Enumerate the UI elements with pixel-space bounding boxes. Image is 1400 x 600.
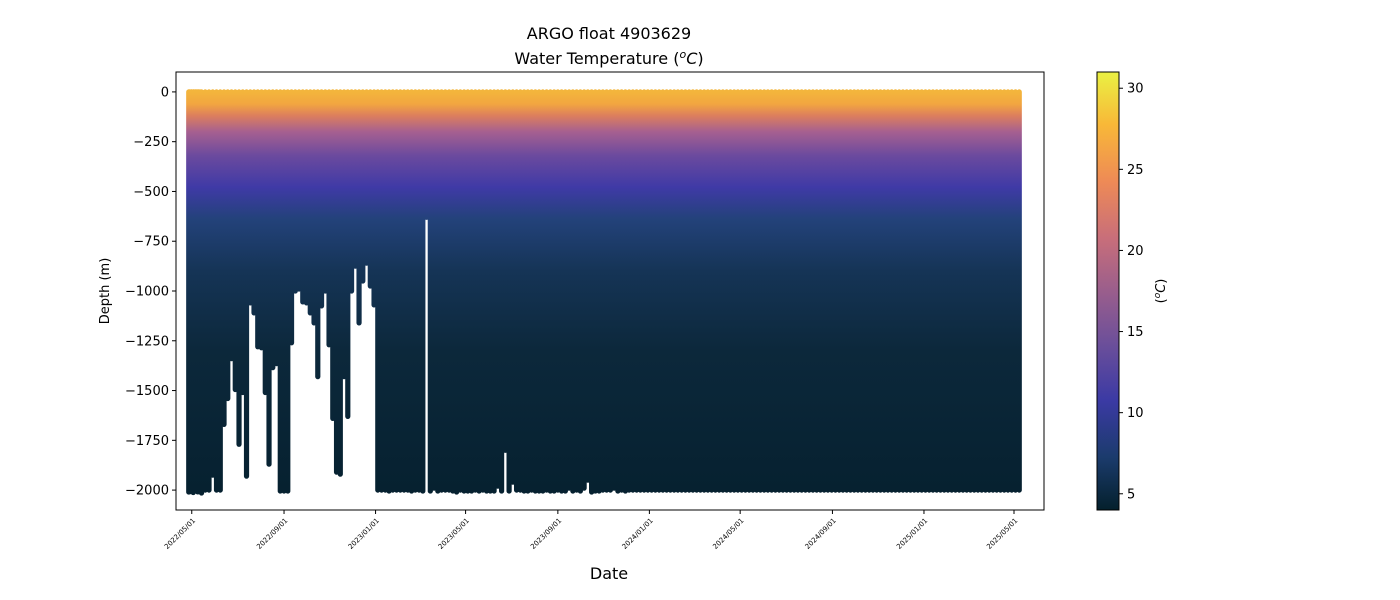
colorbar-tick-label: 20 [1127, 244, 1144, 259]
subtitle-degree: o [679, 48, 686, 61]
colorbar-label: (oC) [1153, 279, 1169, 304]
colorbar-tick-label: 15 [1127, 325, 1144, 340]
x-tick-label: 2025/05/01 [985, 517, 1019, 551]
subtitle-close: ) [697, 49, 703, 68]
chart-subtitle: Water Temperature (oC) [514, 48, 703, 68]
y-axis-label: Depth (m) [98, 258, 113, 325]
x-tick-label: 2023/09/01 [529, 517, 563, 551]
colorbar-tick-label: 5 [1127, 487, 1135, 502]
chart-title: ARGO float 4903629 [527, 24, 691, 43]
x-tick-label: 2023/01/01 [347, 517, 381, 551]
y-tick-label: −2000 [125, 484, 169, 499]
y-axis: 0 −250 −500 −750 −1000 −1250 −1500 −1750 −2000 [125, 85, 176, 499]
temperature-profiles [186, 89, 1022, 496]
y-tick-label: −1500 [125, 384, 169, 399]
colorbar-tick-label: 30 [1127, 82, 1144, 97]
subtitle-text: Water Temperature ( [514, 49, 679, 68]
colorbar-label-unit: C [1154, 283, 1169, 293]
x-axis-label: Date [590, 564, 628, 583]
x-tick-label: 2025/01/01 [895, 517, 929, 551]
colorbar-tick-label: 25 [1127, 163, 1144, 178]
subtitle-unit: C [686, 49, 698, 68]
y-tick-label: 0 [161, 85, 169, 100]
x-tick-label: 2023/05/01 [437, 517, 471, 551]
y-tick-label: −1750 [125, 434, 169, 449]
colorbar-tick-label: 10 [1127, 406, 1144, 421]
y-tick-label: −1250 [125, 334, 169, 349]
colorbar-label-suffix: ) [1154, 279, 1169, 284]
x-tick-label: 2024/01/01 [621, 517, 655, 551]
colorbar-ticks: 5 10 15 20 25 30 [1119, 82, 1144, 502]
x-tick-label: 2024/09/01 [804, 517, 838, 551]
y-tick-label: −750 [133, 235, 169, 250]
x-tick-label: 2024/05/01 [711, 517, 745, 551]
colorbar-label-prefix: ( [1154, 298, 1169, 303]
x-tick-label: 2022/09/01 [255, 517, 289, 551]
x-tick-label: 2022/05/01 [163, 517, 197, 551]
x-axis: 2022/05/01 2022/09/01 2023/01/01 2023/05/01… [163, 510, 1019, 551]
y-tick-label: −1000 [125, 285, 169, 300]
y-tick-label: −500 [133, 185, 169, 200]
y-tick-label: −250 [133, 135, 169, 150]
colorbar [1096, 71, 1120, 511]
colorbar-label-degree: o [1153, 292, 1163, 298]
